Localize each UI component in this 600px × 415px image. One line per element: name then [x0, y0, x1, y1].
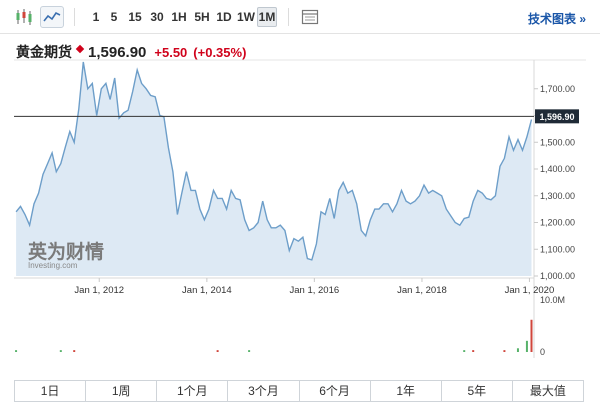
range-button-30[interactable]: 30 — [150, 10, 164, 24]
volume-tick-label: 0 — [540, 347, 545, 357]
x-tick-label: Jan 1, 2020 — [505, 285, 555, 296]
watermark-en: Investing.com — [28, 261, 78, 270]
last-price-tag — [535, 109, 579, 124]
quote-header: 黄金期货 1,596.90 +5.50 (+0.35%) — [16, 42, 252, 62]
volume-bar — [15, 350, 18, 352]
price-chart[interactable]: 1,000.00 1,100.00 1,200.00 1,300.00 1,400.00… — [0, 0, 600, 370]
instrument-name: 黄金期货 — [16, 44, 72, 60]
volume-bar — [530, 319, 533, 352]
volume-bar — [525, 340, 528, 352]
period-tab[interactable]: 6个月 — [300, 381, 371, 401]
range-button-5[interactable]: 5 — [110, 10, 118, 24]
price-change-percent: (+0.35%) — [193, 44, 247, 60]
period-tab[interactable]: 1个月 — [157, 381, 229, 401]
chart-toolbar: 1 5 15 30 1H 5H 1D 1W 1M 技术图表 » — [0, 0, 600, 34]
volume-bar — [73, 350, 76, 352]
investing-watermark: 英为财情 Investing.com — [28, 240, 104, 270]
period-tab[interactable]: 1日 — [15, 381, 87, 401]
x-tick-label: Jan 1, 2016 — [290, 285, 340, 296]
volume-bar — [216, 350, 219, 352]
watermark-cn: 英为财情 — [28, 240, 104, 263]
volume-bar — [472, 350, 475, 352]
y-tick-label: 1,500.00 — [540, 137, 575, 147]
period-tab[interactable]: 最大值 — [529, 384, 566, 398]
toolbar-divider — [74, 8, 75, 26]
range-button-1[interactable]: 1 — [92, 10, 100, 24]
range-button-1m[interactable]: 1M — [257, 7, 277, 27]
range-button-1d[interactable]: 1D — [216, 10, 232, 24]
y-tick-label: 1,000.00 — [540, 271, 575, 281]
volume-bar — [516, 348, 519, 352]
volume-bar — [463, 350, 466, 352]
x-tick-label: Jan 1, 2014 — [182, 285, 232, 296]
period-tab[interactable]: 1周 — [86, 381, 158, 401]
y-tick-label: 1,200.00 — [540, 218, 575, 228]
last-price-tag-label: 1,596.90 — [539, 112, 574, 122]
y-tick-label: 1,100.00 — [540, 244, 575, 254]
candlestick-icon[interactable] — [12, 6, 36, 28]
data-table-icon[interactable] — [298, 6, 322, 28]
toolbar-divider — [288, 8, 289, 26]
range-button-1h[interactable]: 1H — [171, 10, 187, 24]
x-tick-label: Jan 1, 2012 — [74, 285, 124, 296]
period-tab[interactable]: 3个月 — [228, 381, 300, 401]
price-line — [15, 61, 533, 261]
y-tick-label: 1,300.00 — [540, 191, 575, 201]
x-tick-label: Jan 1, 2018 — [397, 285, 447, 296]
price-area — [16, 62, 532, 276]
range-button-5h[interactable]: 5H — [194, 10, 210, 24]
y-tick-label: 1,700.00 — [540, 84, 575, 94]
volume-tick-label: 10.0M — [540, 295, 565, 305]
line-chart-icon[interactable] — [40, 6, 64, 28]
period-tab[interactable]: 1年 — [371, 381, 442, 401]
period-tabs: 1日 1周 1个月 3个月 6个月 1年 5年 最大值 — [14, 380, 584, 402]
y-tick-label: 1,400.00 — [540, 164, 575, 174]
range-button-15[interactable]: 15 — [128, 10, 142, 24]
range-button-1w[interactable]: 1W — [237, 10, 255, 24]
volume-bar — [503, 350, 506, 352]
price-change: +5.50 — [154, 44, 188, 60]
volume-bar — [59, 350, 62, 352]
technical-chart-link[interactable]: 技术图表 » — [527, 12, 586, 26]
last-price: 1,596.90 — [88, 43, 147, 61]
volume-bar — [248, 350, 251, 352]
period-tab[interactable]: 5年 — [442, 381, 513, 401]
